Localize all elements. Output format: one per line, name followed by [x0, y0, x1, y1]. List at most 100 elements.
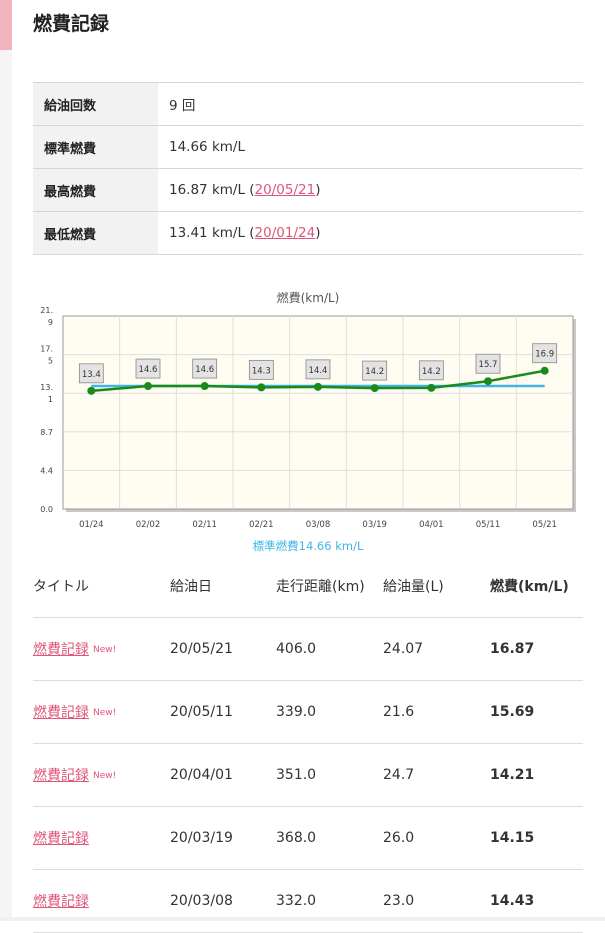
data-label-box: [418, 360, 444, 381]
best-date-link[interactable]: 20/05/21: [254, 182, 316, 198]
record-title-link[interactable]: 燃費記録: [33, 768, 89, 784]
header-distance: 走行距離(km): [276, 555, 383, 618]
summary-table: 給油回数 9 回 標準燃費 14.66 km/L 最高燃費 16.87 km/L…: [33, 82, 583, 255]
data-label-box: [192, 358, 218, 379]
table-row: 燃費記録 New! 20/05/21 406.0 24.07 16.87: [33, 617, 583, 681]
cell-distance: 368.0: [276, 806, 383, 870]
new-badge: New!: [93, 771, 117, 781]
record-title-link[interactable]: 燃費記録: [33, 642, 89, 658]
data-point: [540, 366, 549, 375]
table-row: 燃費記録 New! 20/04/01 351.0 24.7 14.21: [33, 743, 583, 807]
data-label: 16.9: [535, 350, 554, 360]
record-title-link[interactable]: 燃費記録: [33, 894, 89, 910]
y-tick-label: 4.4: [40, 466, 53, 475]
data-label: 14.3: [252, 366, 271, 376]
x-tick-label: 01/24: [79, 520, 104, 530]
header-amount: 給油量(L): [383, 555, 490, 618]
summary-row-best: 最高燃費 16.87 km/L (20/05/21): [33, 168, 583, 212]
table-row: 燃費記録 20/03/19 368.0 26.0 14.15: [33, 806, 583, 870]
log-table: タイトル 給油日 走行距離(km) 給油量(L) 燃費(km/L) 燃費記録 Ne…: [33, 555, 583, 933]
fuel-chart: 燃費(km/L) 0.0 4.4 8.7 13. 1 17. 5 21. 9 01/24 02/02 0…: [33, 282, 583, 557]
summary-label: 標準燃費: [33, 125, 158, 169]
paren-close: ): [315, 182, 321, 198]
data-point: [370, 384, 379, 393]
cell-date: 20/05/11: [170, 680, 276, 744]
x-tick-label: 05/11: [476, 520, 501, 530]
record-title-link[interactable]: 燃費記録: [33, 705, 89, 721]
y-tick-label: 13. 1: [40, 383, 53, 404]
data-label: 14.6: [195, 365, 214, 375]
cell-date: 20/03/19: [170, 806, 276, 870]
x-tick-label: 04/01: [419, 520, 444, 530]
cell-title: 燃費記録 New!: [33, 680, 170, 744]
data-label: 14.2: [365, 367, 384, 377]
summary-row-worst: 最低燃費 13.41 km/L (20/01/24): [33, 211, 583, 255]
cell-amount: 21.6: [383, 680, 490, 744]
cell-amount: 24.07: [383, 617, 490, 681]
table-row: 燃費記録 New! 20/05/11 339.0 21.6 15.69: [33, 680, 583, 744]
data-point: [257, 383, 266, 392]
x-tick-label: 02/02: [136, 520, 161, 530]
summary-value: 16.87 km/L (20/05/21): [158, 168, 583, 212]
summary-value: 14.66 km/L: [158, 125, 583, 169]
worst-date-link[interactable]: 20/01/24: [254, 225, 316, 241]
summary-value: 13.41 km/L (20/01/24): [158, 211, 583, 255]
cell-date: 20/03/08: [170, 869, 276, 933]
data-label: 15.7: [479, 360, 498, 370]
table-row: 燃費記録 20/03/08 332.0 23.0 14.43: [33, 869, 583, 933]
header-fuel: 燃費(km/L): [490, 555, 583, 618]
summary-row-count: 給油回数 9 回: [33, 82, 583, 126]
data-label-box: [78, 363, 104, 384]
summary-label: 給油回数: [33, 82, 158, 126]
y-tick-label: 0.0: [40, 505, 53, 514]
summary-value: 9 回: [158, 82, 583, 126]
data-point: [484, 377, 492, 386]
summary-row-standard: 標準燃費 14.66 km/L: [33, 125, 583, 169]
title-accent-bar: [0, 0, 12, 50]
y-tick-label: 8.7: [40, 428, 53, 437]
cell-distance: 406.0: [276, 617, 383, 681]
x-tick-label: 02/21: [249, 520, 273, 530]
y-tick-label: 17. 5: [40, 345, 53, 366]
cell-title: 燃費記録 New!: [33, 617, 170, 681]
cell-distance: 351.0: [276, 743, 383, 807]
data-label-box: [135, 358, 161, 379]
summary-label: 最高燃費: [33, 168, 158, 212]
y-tick-label: 21. 9: [40, 306, 53, 327]
data-label-box: [248, 359, 274, 380]
paren-open: (: [244, 225, 255, 241]
cell-title: 燃費記録: [33, 869, 170, 933]
data-label: 14.6: [139, 365, 158, 375]
cell-distance: 332.0: [276, 869, 383, 933]
record-title-link[interactable]: 燃費記録: [33, 831, 89, 847]
cell-title: 燃費記録: [33, 806, 170, 870]
left-stripe: [0, 0, 12, 921]
summary-value-text: 14.66 km/L: [169, 139, 245, 155]
summary-value-text: 13.41 km/L: [169, 225, 245, 241]
cell-distance: 339.0: [276, 680, 383, 744]
cell-fuel: 15.69: [490, 680, 583, 744]
data-label-box: [475, 353, 501, 374]
data-label-box: [532, 343, 558, 364]
header-date: 給油日: [170, 555, 276, 618]
data-point: [314, 382, 322, 391]
data-label: 14.4: [309, 366, 328, 376]
cell-amount: 26.0: [383, 806, 490, 870]
log-header-row: タイトル 給油日 走行距離(km) 給油量(L) 燃費(km/L): [33, 555, 583, 618]
data-point: [427, 383, 436, 392]
cell-amount: 24.7: [383, 743, 490, 807]
data-label: 13.4: [82, 370, 101, 380]
summary-value-text: 9 回: [169, 98, 196, 114]
cell-fuel: 14.43: [490, 869, 583, 933]
paren-close: ): [315, 225, 321, 241]
data-label-box: [362, 360, 388, 381]
x-tick-label: 02/11: [192, 520, 217, 530]
paren-open: (: [244, 182, 255, 198]
summary-label: 最低燃費: [33, 211, 158, 255]
section-title: 燃費記録: [33, 13, 110, 35]
data-point: [87, 386, 96, 395]
new-badge: New!: [93, 708, 117, 718]
data-point: [144, 382, 152, 391]
reference-caption: 標準燃費14.66 km/L: [253, 539, 364, 553]
plot-area: [62, 315, 574, 510]
